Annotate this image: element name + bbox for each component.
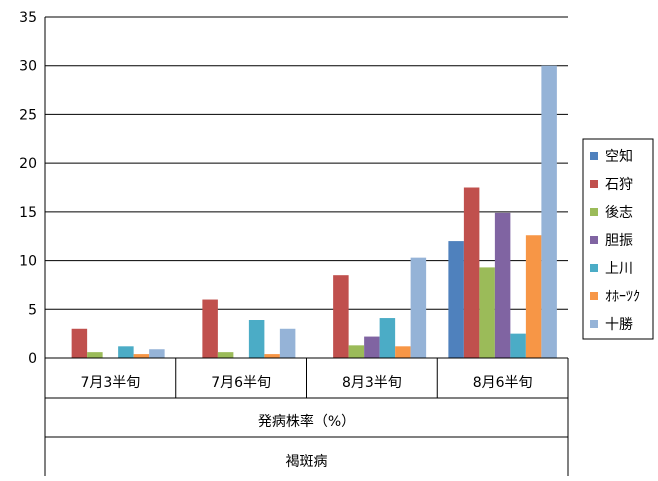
legend-swatch (590, 264, 598, 272)
category-group-label: 褐斑病 (286, 454, 328, 470)
bar (379, 318, 396, 358)
y-tick-label: 5 (28, 302, 37, 318)
x-tick-label: 7月3半旬 (80, 375, 140, 391)
bar (463, 187, 480, 358)
bars (71, 65, 557, 359)
bar (410, 257, 427, 358)
gridlines (45, 16, 568, 310)
axes (44, 17, 569, 476)
x-tick-label: 7月6半旬 (211, 375, 271, 391)
legend-entry: 十勝 (605, 317, 633, 333)
y-tick-label: 30 (19, 59, 37, 75)
bar (202, 299, 218, 358)
bar (494, 212, 511, 358)
legend-entry: 後志 (605, 205, 633, 221)
bar (448, 241, 464, 358)
x-tick-label: 8月3半旬 (342, 375, 402, 391)
legend-swatch (590, 236, 598, 244)
legend-entry: 石狩 (605, 177, 633, 193)
legend-entry: 胆振 (605, 233, 633, 249)
legend-swatch (590, 152, 598, 160)
bar (348, 345, 365, 358)
x-tick-label: 8月6半旬 (473, 375, 533, 391)
axis-labels: 0 5 10 15 20 25 30 35 7月3半旬 7月6半旬 8月3半旬 8月6半旬発病株率（%… (19, 10, 532, 470)
bar (264, 354, 280, 358)
bar (525, 235, 542, 358)
bar (333, 275, 349, 358)
legend-swatch (590, 208, 598, 216)
bar (217, 352, 234, 358)
bar (118, 346, 134, 358)
legend-swatch (590, 180, 598, 188)
bar (248, 320, 265, 358)
legend-swatch (590, 320, 598, 328)
bar (71, 328, 88, 358)
legend-swatch (590, 292, 598, 300)
legend-entry: 空知 (605, 148, 633, 165)
y-tick-label: 15 (19, 205, 37, 221)
legend-entry: 上川 (605, 261, 633, 277)
bar (479, 267, 495, 358)
y-tick-label: 20 (19, 156, 37, 172)
y-tick-label: 0 (28, 351, 37, 367)
bar (149, 349, 165, 358)
bar (87, 352, 103, 358)
bar (510, 333, 526, 358)
legend-entry: ｵﾎｰﾂｸ (605, 289, 640, 305)
y-tick-label: 35 (19, 10, 37, 26)
category-group-label: 発病株率（%） (258, 413, 355, 430)
y-tick-label: 10 (19, 254, 37, 270)
bar (364, 336, 380, 358)
bar (395, 346, 411, 358)
bar (133, 354, 150, 358)
bar (279, 328, 296, 358)
bar (541, 65, 557, 359)
y-tick-label: 25 (19, 107, 37, 123)
